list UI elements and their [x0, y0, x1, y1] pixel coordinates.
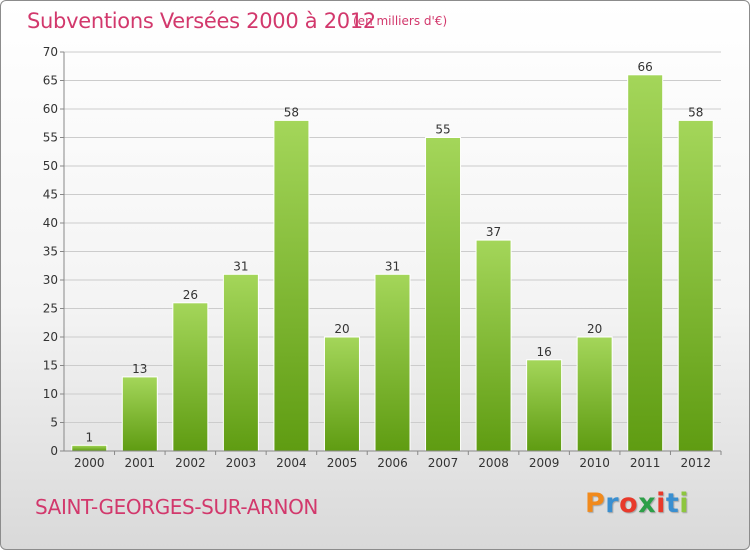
data-label-2009: 16 [536, 345, 551, 359]
axes [60, 51, 722, 455]
x-tick-label-2000: 2000 [74, 456, 105, 470]
data-label-2004: 58 [284, 105, 299, 119]
bar-2008 [475, 239, 512, 452]
data-label-2000: 1 [85, 430, 93, 444]
y-tick-label: 10 [43, 387, 58, 401]
bar-2003 [222, 273, 259, 452]
bars [71, 74, 714, 452]
y-tick-label: 40 [43, 216, 58, 230]
data-label-2003: 31 [233, 259, 248, 273]
data-label-2005: 20 [334, 322, 349, 336]
y-tick-label: 25 [43, 302, 58, 316]
bar-2010 [576, 336, 613, 452]
y-tick-label: 20 [43, 330, 58, 344]
y-tick-label: 0 [50, 444, 58, 458]
x-tick-label-2011: 2011 [630, 456, 661, 470]
x-tick-label-2003: 2003 [226, 456, 257, 470]
logo-letter: P [585, 488, 606, 519]
data-label-2001: 13 [132, 362, 147, 376]
chart-title: Subventions Versées 2000 à 2012 [27, 9, 376, 33]
data-label-2011: 66 [638, 60, 653, 74]
x-tick-label-2012: 2012 [680, 456, 711, 470]
data-label-2010: 20 [587, 322, 602, 336]
x-tick-label-2005: 2005 [327, 456, 358, 470]
logo-letter: r [605, 488, 620, 519]
bar-2000 [71, 444, 108, 452]
bar-2001 [121, 376, 158, 452]
y-tick-label: 30 [43, 273, 58, 287]
x-tick-label-2009: 2009 [529, 456, 560, 470]
logo-letter: x [638, 488, 657, 519]
bar-2002 [172, 302, 209, 452]
unit-note: (en milliers d'€) [353, 14, 448, 28]
x-tick-label-2001: 2001 [125, 456, 156, 470]
x-tick-label-2010: 2010 [579, 456, 610, 470]
x-tick-label-2007: 2007 [428, 456, 459, 470]
bar-2006 [374, 273, 411, 452]
y-tick-label: 15 [43, 359, 58, 373]
y-tick-label: 5 [50, 416, 58, 430]
bar-2009 [526, 359, 563, 452]
logo-letter: o [619, 488, 639, 519]
bar-2004 [273, 119, 310, 452]
y-tick-label: 60 [43, 102, 58, 116]
logo-letter: i [679, 488, 690, 519]
y-tick-label: 65 [43, 74, 58, 88]
bar-2012 [677, 119, 714, 452]
data-label-2012: 58 [688, 105, 703, 119]
y-tick-label: 45 [43, 188, 58, 202]
x-tick-label-2008: 2008 [478, 456, 509, 470]
x-tick-label-2006: 2006 [377, 456, 408, 470]
data-label-2002: 26 [183, 288, 198, 302]
bar-2005 [323, 336, 360, 452]
labels: 0 5 10 15 20 25 30 35 40 45 50 55 60 65 70 1 2000 13 2001 2… [43, 45, 711, 470]
y-tick-label: 70 [43, 45, 58, 59]
bar-2007 [425, 137, 462, 452]
y-tick-label: 35 [43, 245, 58, 259]
bar-2011 [627, 74, 664, 452]
x-tick-label-2002: 2002 [175, 456, 206, 470]
commune-name: SAINT-GEORGES-SUR-ARNON [35, 495, 318, 519]
logo-letter: t [665, 488, 680, 519]
y-tick-label: 55 [43, 131, 58, 145]
x-tick-label-2004: 2004 [276, 456, 307, 470]
y-tick-label: 50 [43, 159, 58, 173]
data-label-2006: 31 [385, 259, 400, 273]
data-label-2008: 37 [486, 225, 501, 239]
proxiti-logo[interactable]: Proxiti [585, 488, 689, 519]
data-label-2007: 55 [435, 123, 450, 137]
logo-letter: i [656, 488, 666, 519]
